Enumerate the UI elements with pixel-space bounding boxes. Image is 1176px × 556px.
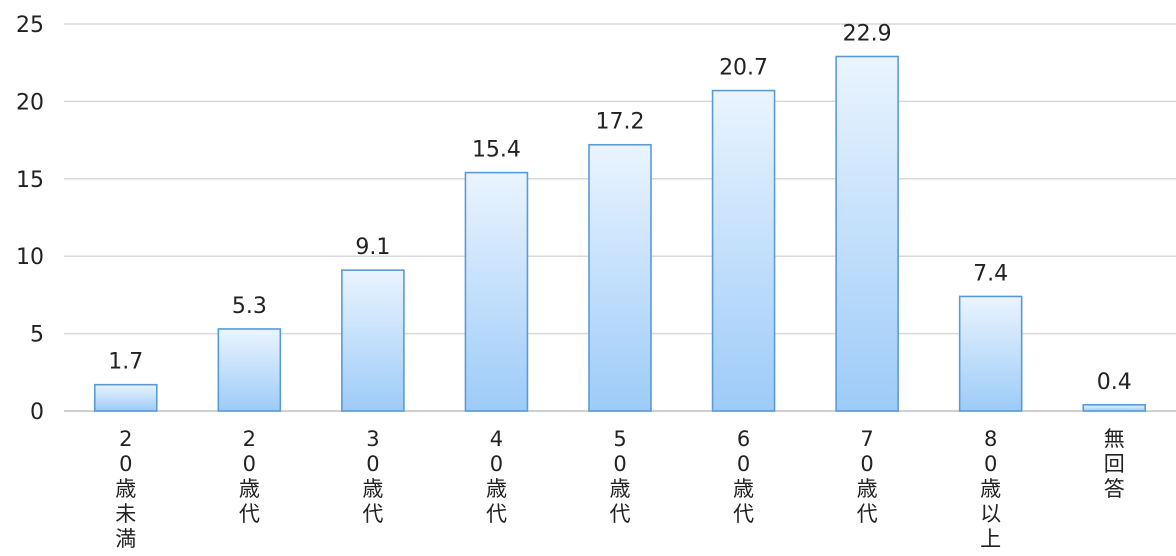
y-tick-label: 0	[30, 400, 44, 425]
x-tick-label: 5 0 歳代	[610, 427, 631, 526]
data-label: 17.2	[596, 110, 645, 135]
y-tick-label: 10	[16, 245, 44, 270]
bar	[217, 328, 282, 412]
x-tick-label: 7 0 歳代	[857, 427, 878, 526]
data-label: 20.7	[719, 56, 768, 81]
bar	[958, 295, 1023, 412]
bar	[464, 171, 529, 412]
x-tick-label: 6 0 歳代	[733, 427, 754, 526]
bar	[711, 89, 776, 412]
data-label: 22.9	[843, 22, 892, 47]
x-tick-label: 無回答	[1104, 427, 1125, 501]
x-tick-label: 3 0 歳代	[362, 427, 383, 526]
bar	[341, 269, 405, 412]
x-tick-label: 2 0 歳未満	[115, 427, 136, 551]
y-tick-label: 25	[16, 13, 44, 38]
bar	[93, 383, 158, 412]
y-tick-label: 5	[30, 323, 44, 348]
data-label: 15.4	[472, 138, 521, 163]
x-axis-labels: 2 0 歳未満 2 0 歳代 3 0 歳代 4 0 歳代 5 0 歳代 6 0 歳代 7 0 歳代 8 0 歳以上 無回答	[115, 427, 1124, 551]
y-tick-label: 15	[16, 168, 44, 193]
bar	[588, 143, 652, 412]
bar	[835, 55, 899, 412]
x-tick-label: 8 0 歳以上	[980, 427, 1001, 551]
data-label: 0.4	[1097, 370, 1132, 395]
data-label: 7.4	[973, 261, 1008, 286]
data-label: 1.7	[108, 350, 143, 375]
data-label: 5.3	[232, 294, 267, 319]
data-label: 9.1	[355, 235, 390, 260]
x-tick-label: 2 0 歳代	[239, 427, 260, 526]
y-axis-ticks: 0 5 10 15 20 25	[16, 13, 44, 425]
bars	[93, 55, 1147, 412]
bar	[1082, 404, 1147, 412]
x-tick-label: 4 0 歳代	[486, 427, 507, 526]
data-labels: 1.7 5.3 9.1 15.4 17.2 20.7 22.9 7.4 0.4	[108, 22, 1131, 395]
y-tick-label: 20	[16, 90, 44, 115]
